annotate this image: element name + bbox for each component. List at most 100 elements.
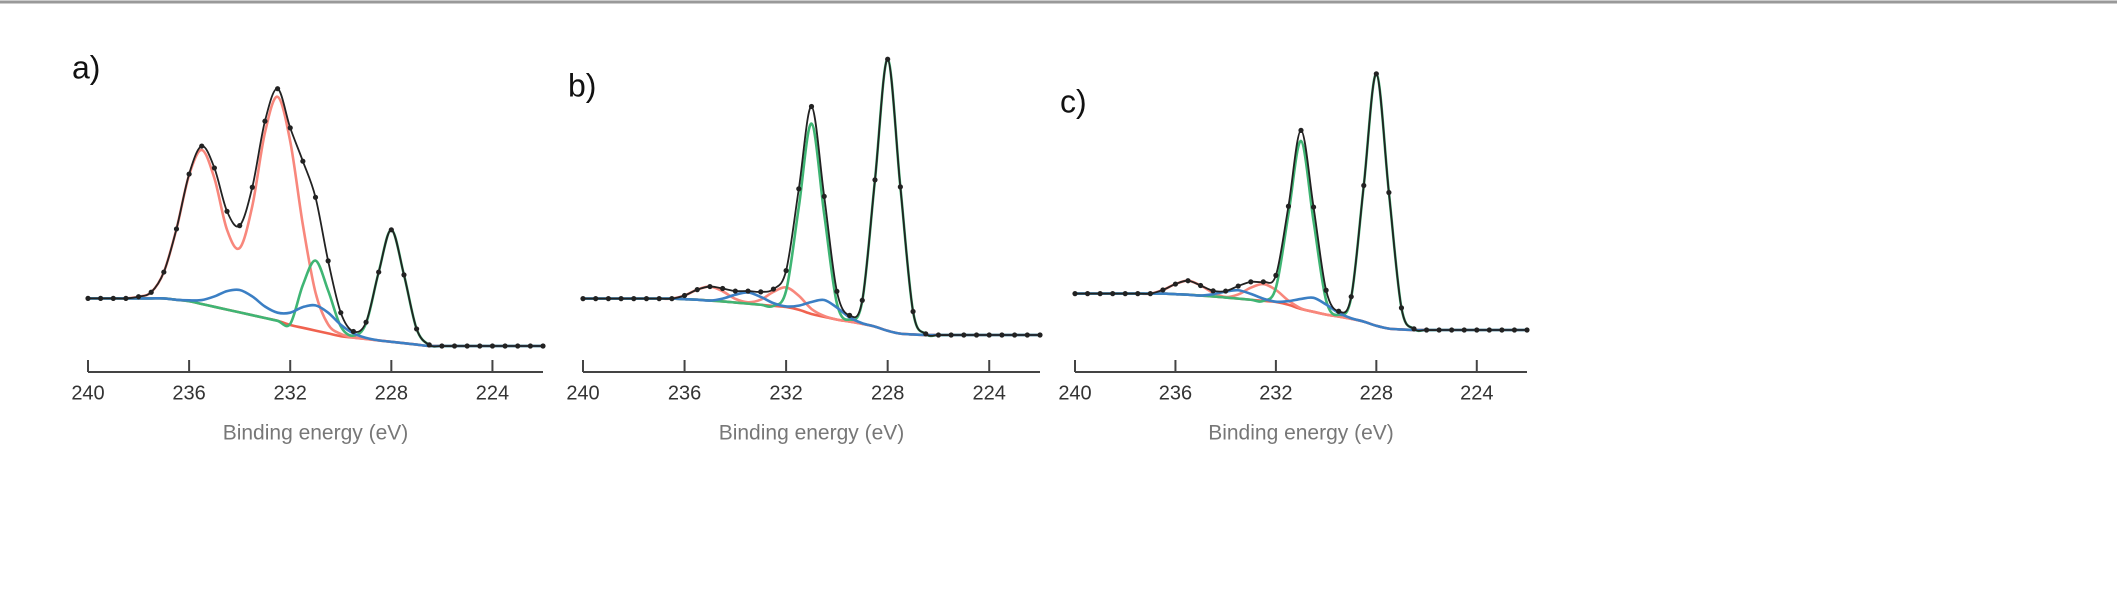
data-point xyxy=(98,295,104,301)
data-point xyxy=(262,118,268,124)
data-point xyxy=(1172,281,1179,287)
data-point xyxy=(338,310,344,316)
data-point xyxy=(287,125,293,131)
data-point xyxy=(732,288,738,294)
data-point xyxy=(123,295,129,301)
data-point xyxy=(770,286,777,292)
x-tick-label: 224 xyxy=(1460,382,1493,404)
data-point xyxy=(910,308,916,315)
data-point xyxy=(135,294,142,300)
data-point xyxy=(1223,288,1229,294)
data-point xyxy=(1348,294,1354,300)
data-point xyxy=(1012,332,1018,338)
x-tick-label: 236 xyxy=(668,382,701,404)
x-tick-label: 228 xyxy=(871,382,904,404)
x-tick-label: 232 xyxy=(1259,382,1292,404)
data-point xyxy=(1398,305,1405,311)
data-point xyxy=(1197,282,1204,289)
data-point xyxy=(1486,327,1492,333)
data-point xyxy=(161,269,167,275)
component-line xyxy=(87,95,543,348)
fit-envelope xyxy=(1074,72,1527,332)
data-point xyxy=(350,328,357,335)
x-tick-label: 224 xyxy=(476,382,509,404)
data-point xyxy=(249,184,255,190)
data-point xyxy=(885,56,891,62)
x-tick-label: 232 xyxy=(274,382,307,404)
data-point xyxy=(85,295,91,301)
x-tick-label: 228 xyxy=(1360,382,1393,404)
data-point xyxy=(694,287,700,293)
data-point xyxy=(224,208,230,214)
data-point xyxy=(540,343,546,349)
data-point xyxy=(199,143,205,149)
data-point xyxy=(1072,291,1078,297)
data-point xyxy=(388,227,394,233)
component-line xyxy=(1074,279,1527,332)
data-point xyxy=(796,186,802,192)
x-tick-label: 224 xyxy=(973,382,1006,404)
fit-envelope xyxy=(87,87,543,348)
data-point xyxy=(401,272,407,278)
data-point xyxy=(859,297,865,303)
data-point xyxy=(237,223,243,229)
data-point xyxy=(1285,203,1292,209)
data-point xyxy=(363,319,369,325)
data-point xyxy=(325,258,331,264)
x-tick-label: 240 xyxy=(71,382,104,404)
data-point xyxy=(1298,127,1304,133)
data-point xyxy=(999,332,1005,338)
data-point xyxy=(681,292,688,299)
data-point xyxy=(110,295,116,301)
fit-envelope xyxy=(583,58,1040,337)
data-point xyxy=(1524,327,1530,333)
data-point xyxy=(669,296,675,302)
data-point xyxy=(173,226,180,232)
data-point xyxy=(707,283,713,290)
data-point xyxy=(1235,283,1241,289)
panel-label: b) xyxy=(568,67,596,103)
data-point xyxy=(821,193,827,199)
data-point xyxy=(1386,189,1392,196)
data-point xyxy=(1474,327,1480,333)
data-point xyxy=(872,177,878,183)
panel-label: c) xyxy=(1060,83,1087,119)
data-point xyxy=(1461,327,1467,333)
data-point xyxy=(605,296,611,302)
data-point xyxy=(274,86,281,92)
data-point xyxy=(631,296,637,302)
data-point xyxy=(935,332,942,338)
data-point xyxy=(426,342,432,348)
data-point xyxy=(1336,308,1342,314)
data-point xyxy=(1160,287,1166,293)
data-point xyxy=(414,326,420,332)
data-point xyxy=(211,165,217,171)
data-point xyxy=(618,296,624,302)
panel: c) 240 236 232 228 224 Binding energy (eV) xyxy=(1058,71,1530,445)
data-point xyxy=(745,288,751,294)
data-point xyxy=(986,332,992,338)
data-point xyxy=(464,343,470,349)
data-point xyxy=(720,285,726,292)
x-tick-label: 232 xyxy=(769,382,802,404)
data-point xyxy=(1361,182,1367,189)
data-point xyxy=(1110,291,1116,297)
data-point xyxy=(1411,326,1417,332)
data-point xyxy=(961,332,967,338)
data-point xyxy=(527,343,533,349)
data-point xyxy=(1037,332,1043,338)
data-point xyxy=(1248,279,1254,285)
data-point xyxy=(376,269,382,275)
component-line xyxy=(1074,72,1527,333)
data-point xyxy=(1147,291,1153,297)
x-tick-label: 236 xyxy=(1159,382,1192,404)
data-point xyxy=(973,332,980,338)
data-point xyxy=(643,296,650,302)
data-point xyxy=(451,343,458,349)
data-point xyxy=(1423,327,1430,333)
x-axis-label: Binding energy (eV) xyxy=(719,422,905,445)
data-point xyxy=(1373,71,1379,77)
data-point xyxy=(515,343,521,349)
